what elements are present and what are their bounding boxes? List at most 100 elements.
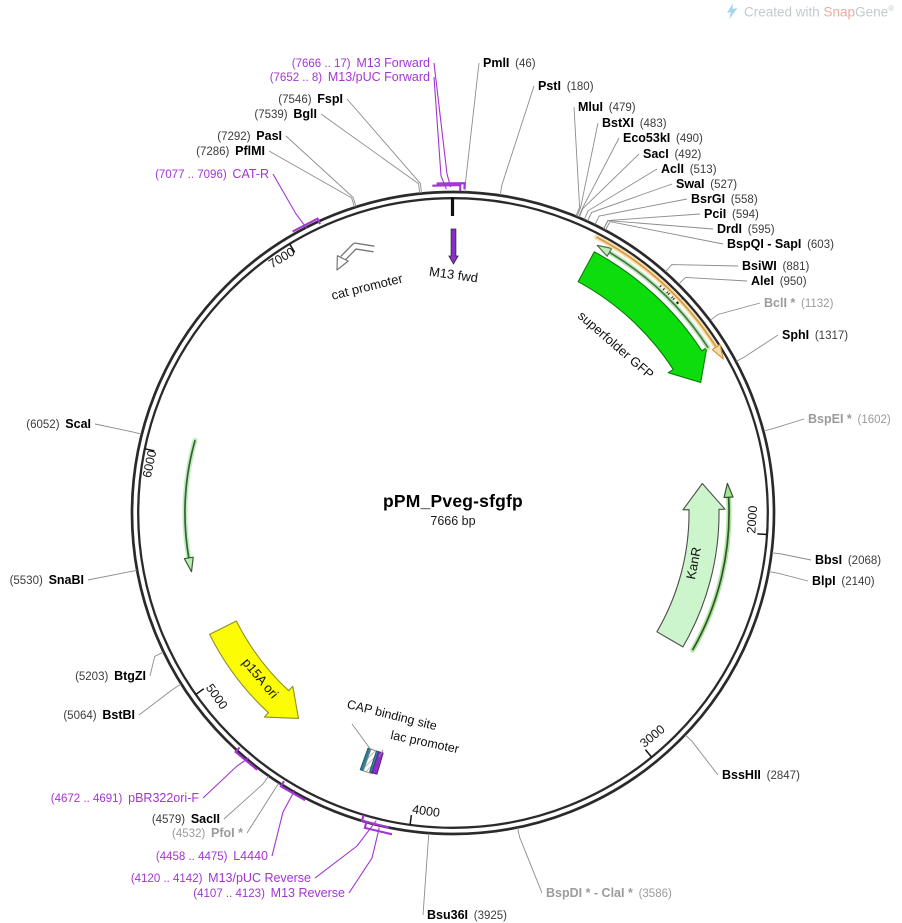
primer-mark-cat-r[interactable] (292, 217, 321, 233)
site-m13-reverse[interactable]: (4107 .. 4123) M13 Reverse (193, 821, 393, 900)
site-label-fspi[interactable]: (7546) FspI (278, 92, 343, 106)
feature-kanr[interactable]: KanR (656, 482, 726, 648)
site-label-bsrgi[interactable]: BsrGI (558) (691, 192, 758, 206)
site-pflmi[interactable]: (7286) PflMI (196, 144, 355, 208)
site-pasi[interactable]: (7292) PasI (217, 129, 357, 207)
site-label-saci[interactable]: SacI (492) (643, 147, 701, 161)
feature-arrow-superfolder-gfp[interactable] (577, 251, 708, 384)
site-btgzi[interactable]: (5203) BtgZI (75, 651, 164, 683)
site-sphi[interactable]: SphI (1317) (736, 328, 849, 362)
site-label-btgzi[interactable]: (5203) BtgZI (75, 669, 146, 683)
primer-mark-pbr322ori-f[interactable] (234, 746, 258, 771)
feature-block-lac-promoter-purple-block[interactable] (371, 751, 384, 775)
primer-mark-m13-puc-reverse[interactable] (360, 814, 390, 829)
feature-sfgfp-reverse-thin-arrow[interactable] (596, 244, 711, 351)
site-pmli[interactable]: PmlI (46) (464, 56, 536, 192)
site-label-l4440[interactable]: (4458 .. 4475) L4440 (156, 849, 268, 863)
site-cat-r[interactable]: (7077 .. 7096) CAT-R (155, 167, 321, 233)
primer-mark-m13-puc-forward[interactable] (432, 184, 462, 192)
site-m13-forward[interactable]: (7666 .. 17) M13 Forward (292, 56, 466, 190)
site-eco53ki[interactable]: Eco53kI (490) (578, 131, 703, 218)
site-label-alei[interactable]: AleI (950) (751, 274, 807, 288)
site-label-bspqi-sapi[interactable]: BspQI - SapI (603) (727, 237, 834, 251)
tick-mark-4000 (409, 815, 413, 825)
primer-mark-m13-reverse[interactable] (363, 821, 393, 836)
feature-lac-promoter-teal-block[interactable]: lac promoter (369, 728, 461, 775)
site-bsu36i[interactable]: Bsu36I (3925) (422, 833, 507, 922)
site-acli[interactable]: AclI (513) (583, 162, 717, 220)
site-label-m13-reverse[interactable]: (4107 .. 4123) M13 Reverse (193, 886, 345, 900)
site-label-bgli[interactable]: (7539) BglI (254, 107, 317, 121)
site-mlui[interactable]: MluI (479) (573, 100, 636, 217)
site-label-eco53ki[interactable]: Eco53kI (490) (623, 131, 703, 145)
site-label-pbr322ori-f[interactable]: (4672 .. 4691) pBR322ori-F (51, 791, 200, 805)
primer-mark-l4440[interactable] (279, 780, 306, 802)
site-label-drdi[interactable]: DrdI (595) (717, 222, 775, 236)
site-alei[interactable]: AleI (950) (678, 274, 807, 288)
site-bspei[interactable]: BspEI * (1602) (763, 412, 891, 432)
site-snabi[interactable]: (5530) SnaBI (10, 570, 137, 588)
feature-arrow-p15a-ori[interactable] (209, 620, 300, 719)
feature-cat-promoter-arrow[interactable]: cat promoter (330, 242, 405, 303)
feature-lac-promoter-purple-block[interactable] (371, 751, 384, 775)
site-label-sphi[interactable]: SphI (1317) (782, 328, 848, 342)
site-label-acli[interactable]: AclI (513) (661, 162, 717, 176)
site-label-bspdi-clai[interactable]: BspDI * - ClaI * (3586) (546, 886, 672, 900)
feature-sfgfp-forward-orange-arrow[interactable] (594, 234, 724, 360)
primer-arrow-m13-fwd-primer-arrow[interactable] (448, 228, 459, 265)
site-label-bcli[interactable]: BclI * (1132) (764, 296, 834, 310)
site-label-pasi[interactable]: (7292) PasI (217, 129, 282, 143)
site-bspdi-clai[interactable]: BspDI * - ClaI * (3586) (517, 827, 672, 900)
site-bsiwi[interactable]: BsiWI (881) (665, 259, 810, 273)
feature-arrow-kanr[interactable] (656, 482, 726, 648)
site-bstbi[interactable]: (5064) BstBI (63, 683, 182, 722)
site-label-bspei[interactable]: BspEI * (1602) (808, 412, 891, 426)
site-pfoi[interactable]: (4532) PfoI * (172, 782, 280, 840)
site-label-bsu36i[interactable]: Bsu36I (3925) (427, 908, 507, 922)
site-label-blpi[interactable]: BlpI (2140) (812, 574, 875, 588)
site-label-snabi[interactable]: (5530) SnaBI (10, 573, 84, 587)
site-label-swai[interactable]: SwaI (527) (676, 177, 737, 191)
site-label-pmli[interactable]: PmlI (46) (483, 56, 536, 70)
site-swai[interactable]: SwaI (527) (587, 177, 738, 222)
site-bstxi[interactable]: BstXI (483) (576, 116, 667, 217)
site-label-bstbi[interactable]: (5064) BstBI (63, 708, 135, 722)
site-label-pfoi[interactable]: (4532) PfoI * (172, 826, 243, 840)
site-label-psti[interactable]: PstI (180) (538, 79, 594, 93)
site-label-bsiwi[interactable]: BsiWI (881) (742, 259, 810, 273)
site-label-m13-puc-reverse[interactable]: (4120 .. 4142) M13/pUC Reverse (131, 871, 311, 885)
site-bgli[interactable]: (7539) BglI (254, 107, 421, 194)
site-pbr322ori-f[interactable]: (4672 .. 4691) pBR322ori-F (51, 746, 258, 805)
site-label-bstxi[interactable]: BstXI (483) (602, 116, 667, 130)
site-bbsi[interactable]: BbsI (2068) (771, 552, 881, 567)
site-label-sacii[interactable]: (4579) SacII (152, 812, 220, 826)
site-label-mlui[interactable]: MluI (479) (578, 100, 636, 114)
feature-kanr-thin-arrow[interactable] (690, 482, 734, 653)
site-sacii[interactable]: (4579) SacII (152, 776, 269, 826)
site-scai[interactable]: (6052) ScaI (26, 417, 142, 435)
site-bsshii[interactable]: BssHII (2847) (685, 734, 800, 782)
site-label-pflmi[interactable]: (7286) PflMI (196, 144, 265, 158)
site-drdi[interactable]: DrdI (595) (603, 220, 775, 236)
site-blpi[interactable]: BlpI (2140) (769, 571, 875, 588)
site-m13-puc-reverse[interactable]: (4120 .. 4142) M13/pUC Reverse (131, 814, 390, 885)
site-label-pcii[interactable]: PciI (594) (704, 207, 759, 221)
site-label-bsshii[interactable]: BssHII (2847) (722, 768, 800, 782)
site-bspqi-sapi[interactable]: BspQI - SapI (603) (605, 221, 835, 251)
site-label-m13-puc-forward[interactable]: (7652 .. 8) M13/pUC Forward (270, 70, 430, 84)
feature-left-cds-thin-arrow[interactable] (182, 437, 198, 573)
site-bsrgi[interactable]: BsrGI (558) (594, 192, 758, 225)
primer-mark-m13-forward[interactable] (436, 182, 466, 190)
feature-m13-fwd-primer-arrow[interactable]: M13 fwd (428, 228, 479, 285)
tick-label-4000: 4000 (411, 802, 440, 820)
site-fspi[interactable]: (7546) FspI (278, 92, 422, 194)
site-psti[interactable]: PstI (180) (499, 79, 594, 196)
site-label-cat-r[interactable]: (7077 .. 7096) CAT-R (155, 167, 269, 181)
site-saci[interactable]: SacI (492) (578, 147, 701, 218)
site-m13-puc-forward[interactable]: (7652 .. 8) M13/pUC Forward (270, 70, 462, 192)
site-label-scai[interactable]: (6052) ScaI (26, 417, 91, 431)
site-label-bbsi[interactable]: BbsI (2068) (815, 553, 881, 567)
site-label-m13-forward[interactable]: (7666 .. 17) M13 Forward (292, 56, 430, 70)
site-bcli[interactable]: BclI * (1132) (710, 296, 834, 321)
site-l4440[interactable]: (4458 .. 4475) L4440 (156, 780, 306, 863)
